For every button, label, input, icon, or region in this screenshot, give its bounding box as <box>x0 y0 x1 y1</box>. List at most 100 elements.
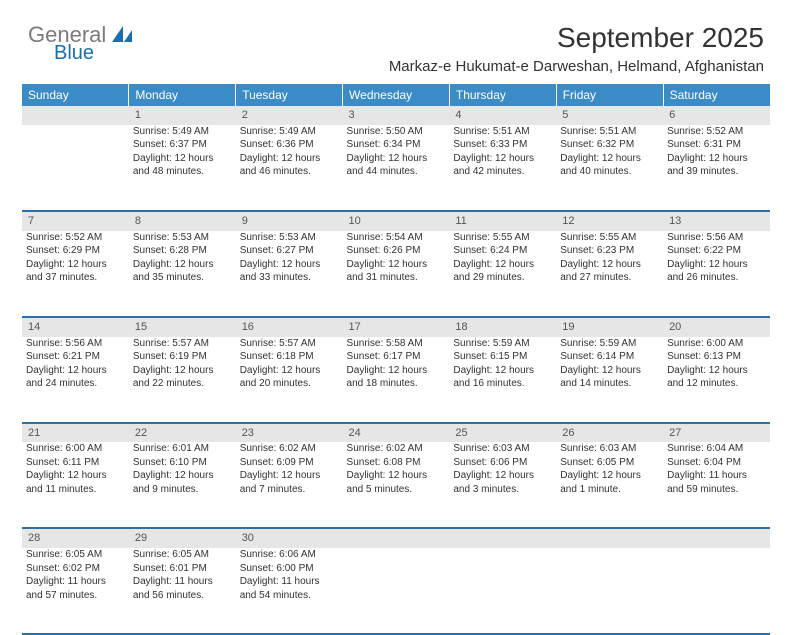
daylight-text: Daylight: 12 hours <box>667 152 766 166</box>
sunrise-text: Sunrise: 5:57 AM <box>240 337 339 351</box>
sail-icon <box>112 26 134 44</box>
calendar-cell: Sunrise: 6:05 AMSunset: 6:02 PMDaylight:… <box>22 548 129 634</box>
daylight-text: and 31 minutes. <box>347 271 446 285</box>
sunset-text: Sunset: 6:22 PM <box>667 244 766 258</box>
sunrise-text: Sunrise: 5:59 AM <box>453 337 552 351</box>
sunrise-text: Sunrise: 5:58 AM <box>347 337 446 351</box>
daylight-text: Daylight: 11 hours <box>667 469 766 483</box>
daylight-text: Daylight: 12 hours <box>347 469 446 483</box>
sunrise-text: Sunrise: 5:56 AM <box>26 337 125 351</box>
daylight-text: and 40 minutes. <box>560 165 659 179</box>
daylight-text: and 35 minutes. <box>133 271 232 285</box>
calendar-cell: Sunrise: 5:52 AMSunset: 6:29 PMDaylight:… <box>22 231 129 317</box>
calendar-week-row: Sunrise: 5:56 AMSunset: 6:21 PM Daylight:… <box>22 337 770 423</box>
sunrise-text: Sunrise: 5:52 AM <box>667 125 766 139</box>
day-number: 26 <box>556 423 663 443</box>
calendar-week-row: Sunrise: 5:52 AMSunset: 6:29 PMDaylight:… <box>22 231 770 317</box>
daylight-text: Daylight: 12 hours <box>133 364 232 378</box>
daylight-text: and 46 minutes. <box>240 165 339 179</box>
sunset-text: Sunset: 6:13 PM <box>667 350 766 364</box>
sunrise-text: Sunrise: 5:59 AM <box>560 337 659 351</box>
day-number: 16 <box>236 317 343 337</box>
sunset-text: Sunset: 6:33 PM <box>453 138 552 152</box>
sunrise-text: Sunrise: 6:00 AM <box>667 337 766 351</box>
day-number: 30 <box>236 528 343 548</box>
daylight-text: Daylight: 12 hours <box>560 364 659 378</box>
day-header: Monday <box>129 84 236 106</box>
day-number <box>556 528 663 548</box>
day-number: 2 <box>236 106 343 125</box>
day-number: 4 <box>449 106 556 125</box>
calendar-cell: Sunrise: 5:53 AMSunset: 6:27 PMDaylight:… <box>236 231 343 317</box>
daylight-text: and 37 minutes. <box>26 271 125 285</box>
day-number: 24 <box>343 423 450 443</box>
daylight-text: and 22 minutes. <box>133 377 232 391</box>
daylight-text: Daylight: 11 hours <box>26 575 125 589</box>
day-number: 10 <box>343 211 450 231</box>
sunrise-text: Sunrise: 6:05 AM <box>26 548 125 562</box>
sunset-text: Sunset: 6:06 PM <box>453 456 552 470</box>
day-header-row: Sunday Monday Tuesday Wednesday Thursday… <box>22 84 770 106</box>
daylight-text: Daylight: 12 hours <box>667 258 766 272</box>
daylight-text: and 54 minutes. <box>240 589 339 603</box>
calendar-cell: Sunrise: 6:00 AMSunset: 6:11 PMDaylight:… <box>22 442 129 528</box>
sunset-text: Sunset: 6:15 PM <box>453 350 552 364</box>
sunset-text: Sunset: 6:09 PM <box>240 456 339 470</box>
daylight-text: and 9 minutes. <box>133 483 232 497</box>
calendar-cell: Sunrise: 6:05 AMSunset: 6:01 PMDaylight:… <box>129 548 236 634</box>
calendar-cell: Sunrise: 5:50 AMSunset: 6:34 PMDaylight:… <box>343 125 450 211</box>
calendar-cell: Sunrise: 5:57 AMSunset: 6:18 PMDaylight:… <box>236 337 343 423</box>
day-header: Thursday <box>449 84 556 106</box>
sunset-text: Sunset: 6:01 PM <box>133 562 232 576</box>
calendar-week-row: Sunrise: 5:49 AM Sunset: 6:37 PM Daylight:… <box>22 125 770 211</box>
calendar-cell <box>663 548 770 634</box>
sunset-text: Sunset: 6:02 PM <box>26 562 125 576</box>
daylight-text: Daylight: 12 hours <box>453 469 552 483</box>
daylight-text: Daylight: 12 hours <box>240 469 339 483</box>
daylight-text: and 39 minutes. <box>667 165 766 179</box>
calendar-cell: Sunrise: 5:58 AMSunset: 6:17 PMDaylight:… <box>343 337 450 423</box>
daylight-text: and 57 minutes. <box>26 589 125 603</box>
calendar-cell <box>22 125 129 211</box>
daylight-text: Daylight: 12 hours <box>560 152 659 166</box>
day-header: Saturday <box>663 84 770 106</box>
sunset-text: Sunset: 6:32 PM <box>560 138 659 152</box>
day-number: 12 <box>556 211 663 231</box>
sunset-text: Sunset: 6:21 PM <box>26 350 125 364</box>
day-number-row: 282930 <box>22 528 770 548</box>
sunset-text: Sunset: 6:36 PM <box>240 138 339 152</box>
daylight-text: and 14 minutes. <box>560 377 659 391</box>
day-number: 11 <box>449 211 556 231</box>
sunrise-text: Sunrise: 6:03 AM <box>560 442 659 456</box>
daylight-text: Daylight: 12 hours <box>240 152 339 166</box>
calendar-week-row: Sunrise: 6:05 AMSunset: 6:02 PMDaylight:… <box>22 548 770 634</box>
daylight-text: and 29 minutes. <box>453 271 552 285</box>
sunset-text: Sunset: 6:17 PM <box>347 350 446 364</box>
day-number <box>343 528 450 548</box>
calendar-cell: Sunrise: 5:56 AMSunset: 6:21 PMDaylight:… <box>22 337 129 423</box>
daylight-text: Daylight: 12 hours <box>240 258 339 272</box>
calendar-cell: Sunrise: 5:49 AMSunset: 6:37 PMDaylight:… <box>129 125 236 211</box>
calendar-cell: Sunrise: 6:03 AMSunset: 6:06 PMDaylight:… <box>449 442 556 528</box>
sunrise-text: Sunrise: 6:00 AM <box>26 442 125 456</box>
sunrise-text: Sunrise: 5:49 AM <box>240 125 339 139</box>
sunset-text: Sunset: 6:18 PM <box>240 350 339 364</box>
day-number-row: 14151617181920 <box>22 317 770 337</box>
calendar-cell: Sunrise: 6:02 AMSunset: 6:09 PMDaylight:… <box>236 442 343 528</box>
daylight-text: and 18 minutes. <box>347 377 446 391</box>
daylight-text: and 44 minutes. <box>347 165 446 179</box>
daylight-text: Daylight: 12 hours <box>133 469 232 483</box>
sunrise-text: Sunrise: 6:06 AM <box>240 548 339 562</box>
sunset-text: Sunset: 6:26 PM <box>347 244 446 258</box>
calendar-cell <box>556 548 663 634</box>
day-number: 23 <box>236 423 343 443</box>
day-number: 14 <box>22 317 129 337</box>
sunset-text: Sunset: 6:37 PM <box>133 138 232 152</box>
calendar-cell: Sunrise: 5:55 AMSunset: 6:24 PMDaylight:… <box>449 231 556 317</box>
day-header: Sunday <box>22 84 129 106</box>
daylight-text: Daylight: 12 hours <box>347 364 446 378</box>
day-header: Wednesday <box>343 84 450 106</box>
daylight-text: Daylight: 12 hours <box>26 469 125 483</box>
sunrise-text: Sunrise: 5:52 AM <box>26 231 125 245</box>
sunset-text: Sunset: 6:05 PM <box>560 456 659 470</box>
